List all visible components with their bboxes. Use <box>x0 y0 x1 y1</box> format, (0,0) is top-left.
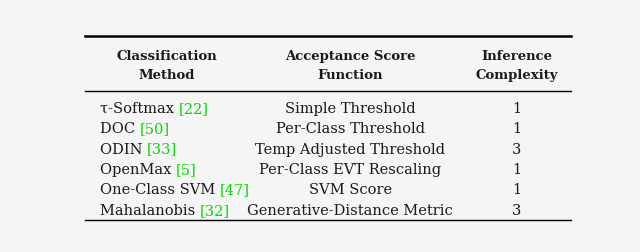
Text: Classification: Classification <box>116 50 217 63</box>
Text: [33]: [33] <box>147 143 177 156</box>
Text: DOC: DOC <box>100 122 140 136</box>
Text: Per-Class Threshold: Per-Class Threshold <box>276 122 425 136</box>
Text: Mahalanobis: Mahalanobis <box>100 204 200 218</box>
Text: 1: 1 <box>512 102 521 116</box>
Text: 3: 3 <box>512 143 521 156</box>
Text: Function: Function <box>317 69 383 82</box>
Text: [5]: [5] <box>176 163 196 177</box>
Text: [47]: [47] <box>220 183 250 197</box>
Text: [22]: [22] <box>179 102 209 116</box>
Text: SVM Score: SVM Score <box>308 183 392 197</box>
Text: OpenMax: OpenMax <box>100 163 176 177</box>
Text: 1: 1 <box>512 122 521 136</box>
Text: τ-Softmax: τ-Softmax <box>100 102 179 116</box>
Text: [50]: [50] <box>140 122 170 136</box>
Text: Generative-Distance Metric: Generative-Distance Metric <box>248 204 453 218</box>
Text: Complexity: Complexity <box>476 69 557 82</box>
Text: Method: Method <box>139 69 195 82</box>
Text: Per-Class EVT Rescaling: Per-Class EVT Rescaling <box>259 163 442 177</box>
Text: 1: 1 <box>512 183 521 197</box>
Text: ODIN: ODIN <box>100 143 147 156</box>
Text: 3: 3 <box>512 204 521 218</box>
Text: Simple Threshold: Simple Threshold <box>285 102 415 116</box>
Text: Acceptance Score: Acceptance Score <box>285 50 415 63</box>
Text: Inference: Inference <box>481 50 552 63</box>
Text: One-Class SVM: One-Class SVM <box>100 183 220 197</box>
Text: 1: 1 <box>512 163 521 177</box>
Text: Temp Adjusted Threshold: Temp Adjusted Threshold <box>255 143 445 156</box>
Text: [32]: [32] <box>200 204 230 218</box>
